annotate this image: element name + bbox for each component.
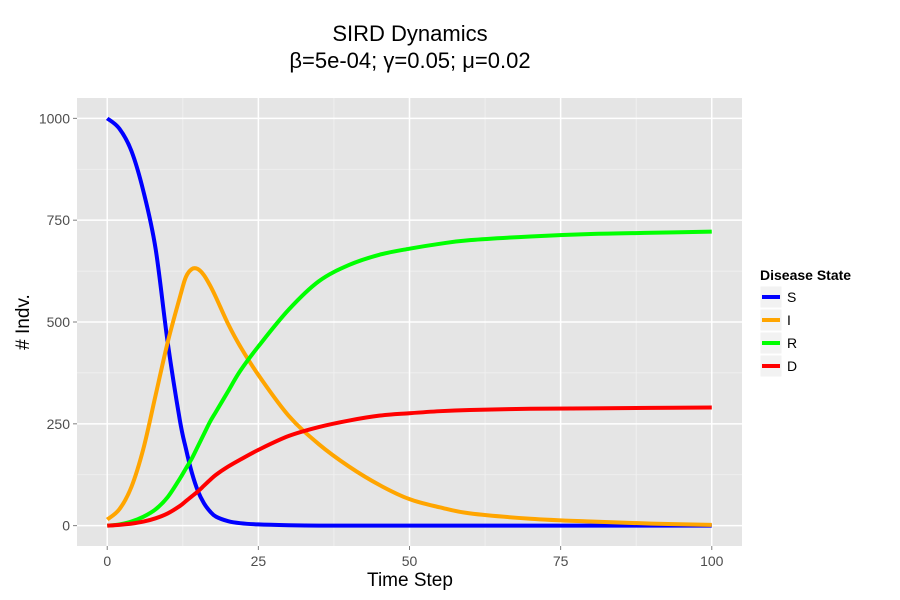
chart-subtitle: β=5e-04; γ=0.05; μ=0.02 [289,48,530,73]
y-axis-title: # Indv. [13,294,34,350]
x-tick-label: 100 [700,553,724,569]
series-line-s [105,116,712,528]
y-tick-label: 500 [47,314,71,330]
series-lines [105,116,712,528]
legend-item-i: I [759,308,791,332]
axis-ticks [73,117,713,550]
x-axis-title: Time Step [367,570,453,591]
x-tick-label: 75 [553,553,569,569]
legend-label: D [787,358,797,374]
series-line-d [107,405,712,528]
x-tick-label: 0 [103,553,111,569]
legend-item-r: R [759,331,797,355]
x-tick-label: 25 [251,553,267,569]
y-tick-label: 750 [47,212,71,228]
series-line-r [107,229,712,528]
y-tick-label: 0 [62,518,70,534]
x-tick-label: 50 [402,553,418,569]
series-line-i [105,266,712,527]
legend-label: S [787,289,796,305]
legend-label: I [787,312,791,328]
legend: Disease State SIRD [759,267,851,378]
y-tick-label: 250 [47,416,71,432]
legend-title: Disease State [760,267,851,283]
y-tick-label: 1000 [39,110,70,126]
legend-label: R [787,335,797,351]
legend-item-s: S [759,285,796,309]
chart-title: SIRD Dynamics [332,21,487,46]
legend-items: SIRD [759,285,797,378]
legend-item-d: D [759,354,797,378]
